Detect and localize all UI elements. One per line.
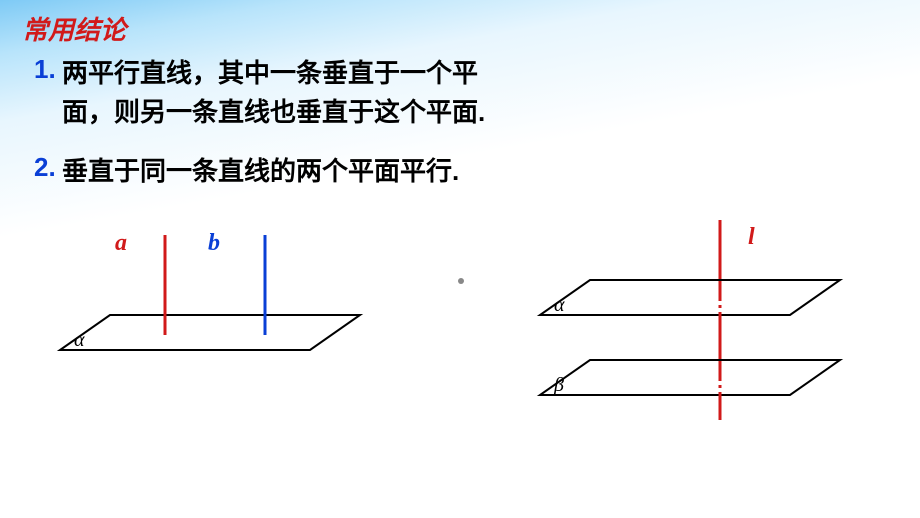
point1-number: 1. (34, 54, 56, 85)
svg-text:β: β (553, 374, 564, 396)
svg-text:α: α (74, 329, 85, 351)
point1-text: 两平行直线，其中一条垂直于一个平 面，则另一条直线也垂直于这个平面. (62, 54, 485, 132)
point2-text: 垂直于同一条直线的两个平面平行. (62, 152, 459, 191)
slide-title: 常用结论 (22, 10, 126, 47)
diagram2: αβ (500, 210, 900, 470)
point2-number: 2. (34, 152, 56, 183)
diagram1: α (20, 220, 380, 420)
page-indicator-dot (458, 278, 464, 284)
svg-text:α: α (554, 294, 565, 316)
